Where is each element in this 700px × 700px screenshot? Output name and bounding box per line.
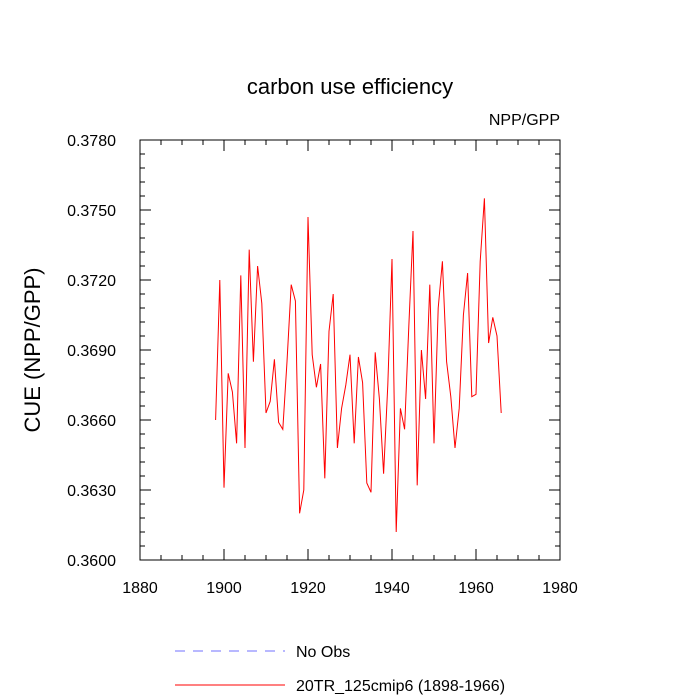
x-tick-label: 1920	[290, 580, 326, 597]
y-tick-label: 0.3660	[67, 413, 116, 430]
chart-title: carbon use efficiency	[247, 74, 453, 99]
y-tick-label: 0.3600	[67, 553, 116, 570]
x-tick-label: 1980	[542, 580, 578, 597]
y-tick-label: 0.3780	[67, 133, 116, 150]
y-tick-label: 0.3690	[67, 343, 116, 360]
x-axis-ticks: 1880 1900 1920 1940 1960 1980	[122, 140, 578, 597]
plot-frame	[139, 139, 561, 561]
x-tick-label: 1940	[374, 580, 410, 597]
y-tick-label: 0.3750	[67, 203, 116, 220]
legend-label: 20TR_125cmip6 (1898-1966)	[296, 678, 505, 695]
legend: No Obs 20TR_125cmip6 (1898-1966)	[175, 644, 505, 695]
y-tick-label: 0.3630	[67, 483, 116, 500]
x-tick-label: 1960	[458, 580, 494, 597]
series-layer	[215, 198, 502, 533]
y-axis-label: CUE (NPP/GPP)	[20, 267, 45, 432]
x-tick-label: 1900	[206, 580, 242, 597]
chart-subtitle: NPP/GPP	[489, 112, 560, 129]
y-axis-ticks: 0.3600 0.3630 0.3660 0.3690 0.3720 0.3750 0.37…	[67, 133, 560, 570]
x-tick-label: 1880	[122, 580, 158, 597]
legend-label: No Obs	[296, 644, 350, 661]
series-line	[215, 198, 502, 533]
y-tick-label: 0.3720	[67, 273, 116, 290]
